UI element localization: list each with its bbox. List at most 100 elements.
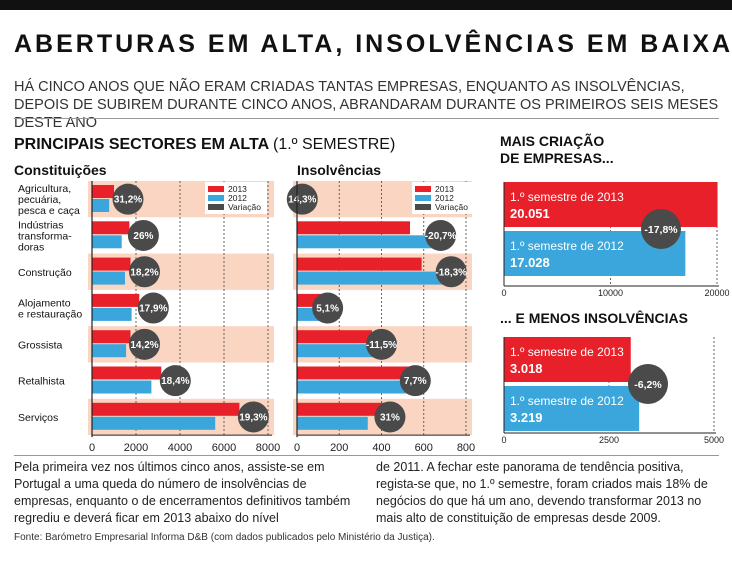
category-label: Indústrias bbox=[18, 219, 64, 231]
variation-label: -17,8% bbox=[644, 224, 678, 236]
legend-swatch-2013 bbox=[208, 186, 224, 192]
variation-marker bbox=[374, 401, 406, 433]
variation-label: 7,7% bbox=[404, 376, 427, 387]
variation-label: 14,2% bbox=[130, 340, 158, 351]
legend-swatch-variation bbox=[415, 204, 431, 210]
variation-label: -20,7% bbox=[425, 231, 457, 242]
sectors-title: PRINCIPAIS SECTORES EM ALTA (1.º SEMESTR… bbox=[14, 136, 395, 154]
bar-2012-value: 3.219 bbox=[510, 410, 543, 425]
bar-2012 bbox=[92, 344, 127, 358]
variation-marker bbox=[137, 292, 169, 324]
variation-label: 18,2% bbox=[130, 267, 158, 278]
source-note: Fonte: Barómetro Empresarial Informa D&B… bbox=[14, 532, 435, 543]
variation-label: 17,9% bbox=[139, 304, 167, 315]
x-tick-label: 600 bbox=[415, 442, 433, 454]
bar-2012 bbox=[504, 386, 640, 431]
bar-2013 bbox=[92, 293, 140, 307]
bar-2012 bbox=[297, 235, 441, 249]
bar-2012 bbox=[92, 199, 110, 212]
bar-2013-value: 20.051 bbox=[510, 206, 550, 221]
chart-title-insolvencias: Insolvências bbox=[297, 162, 382, 178]
x-tick-label: 400 bbox=[372, 442, 390, 454]
variation-label: -18,3% bbox=[435, 267, 467, 278]
page-subtitle: HÁ CINCO ANOS QUE NÃO ERAM CRIADAS TANTA… bbox=[14, 79, 719, 131]
body-text-left: Pela primeira vez nos últimos cinco anos… bbox=[14, 460, 351, 525]
variation-marker bbox=[237, 401, 269, 433]
category-label: Retalhista bbox=[18, 376, 65, 388]
legend-swatch-2012 bbox=[415, 195, 431, 201]
bar-2013-value: 3.018 bbox=[510, 361, 543, 376]
x-tick-label: 20000 bbox=[704, 288, 729, 298]
bar-2013 bbox=[297, 257, 422, 271]
x-tick-label: 8000 bbox=[256, 442, 280, 454]
variation-label: 31% bbox=[380, 412, 400, 423]
bar-2013 bbox=[504, 182, 718, 227]
x-tick-label: 200 bbox=[330, 442, 348, 454]
variation-label: -6,2% bbox=[634, 379, 662, 391]
bar-2013 bbox=[297, 221, 411, 235]
top-black-bar bbox=[0, 0, 732, 10]
variation-marker bbox=[312, 292, 344, 324]
bar-2012 bbox=[297, 416, 368, 430]
x-tick-label: 4000 bbox=[168, 442, 192, 454]
bar-2012-label: 1.º semestre de 2012 bbox=[510, 239, 624, 253]
sectors-charts: 31,2%26%18,2%17,9%14,2%18,4%19,3%0 2000 40… bbox=[18, 181, 475, 454]
bar-2013 bbox=[92, 257, 131, 271]
totals-title: ... E MENOS INSOLVÊNCIAS bbox=[500, 309, 688, 326]
divider bbox=[14, 118, 719, 119]
category-label: e restauração bbox=[18, 309, 82, 321]
bar-2013 bbox=[92, 366, 162, 380]
bar-2012 bbox=[92, 307, 132, 321]
bar-2013 bbox=[92, 221, 130, 235]
legend-label-2012: 2012 bbox=[228, 193, 247, 203]
bar-2013 bbox=[504, 337, 631, 382]
x-tick-label: 0 bbox=[294, 442, 300, 454]
x-tick-label: 0 bbox=[501, 288, 506, 298]
x-tick-label: 5000 bbox=[704, 435, 724, 445]
category-label: pecuária, bbox=[18, 194, 61, 206]
variation-marker bbox=[129, 328, 160, 360]
sectors-title-period: (1.º SEMESTRE) bbox=[273, 136, 396, 153]
x-tick-label: 0 bbox=[501, 435, 506, 445]
bar-2013-label: 1.º semestre de 2013 bbox=[510, 190, 624, 204]
variation-marker bbox=[628, 364, 668, 404]
totals-title: MAIS CRIAÇÃO bbox=[500, 132, 604, 149]
sectors-title-main: PRINCIPAIS SECTORES EM ALTA bbox=[14, 136, 269, 153]
legend-label-2013: 2013 bbox=[435, 184, 454, 194]
bar-2013 bbox=[297, 402, 390, 416]
bar-2013-label: 1.º semestre de 2013 bbox=[510, 345, 624, 359]
variation-marker bbox=[127, 219, 159, 251]
category-label: pesca e caça bbox=[18, 205, 80, 217]
variation-marker bbox=[366, 328, 397, 360]
totals-title: DE EMPRESAS... bbox=[500, 150, 614, 166]
bar-2012 bbox=[92, 235, 122, 249]
bar-2012 bbox=[297, 344, 382, 358]
divider bbox=[14, 455, 719, 456]
legend-swatch-2012 bbox=[208, 195, 224, 201]
variation-label: 31,2% bbox=[114, 195, 142, 206]
legend-label-2012: 2012 bbox=[435, 193, 454, 203]
variation-label: 19,3% bbox=[239, 412, 267, 423]
bar-2012-value: 17.028 bbox=[510, 255, 550, 270]
category-label: Agricultura, bbox=[18, 183, 71, 195]
bar-2013 bbox=[92, 402, 240, 416]
bar-2012 bbox=[92, 271, 125, 285]
legend-label-variation: Variação bbox=[435, 202, 468, 212]
variation-label: -11,5% bbox=[366, 340, 397, 351]
bar-2013 bbox=[297, 366, 416, 380]
bar-2012-label: 1.º semestre de 2012 bbox=[510, 394, 624, 408]
bar-2013 bbox=[297, 330, 372, 344]
x-tick-label: 800 bbox=[457, 442, 475, 454]
variation-marker bbox=[641, 209, 681, 249]
variation-marker bbox=[425, 219, 457, 251]
category-label: doras bbox=[18, 241, 44, 253]
legend-swatch-2013 bbox=[415, 186, 431, 192]
legend-label-2013: 2013 bbox=[228, 184, 247, 194]
variation-label: 26% bbox=[133, 231, 153, 242]
variation-marker bbox=[129, 256, 160, 288]
x-tick-label: 0 bbox=[89, 442, 95, 454]
category-label: Serviços bbox=[18, 412, 58, 424]
variation-marker bbox=[399, 365, 431, 397]
category-label: Grossista bbox=[18, 339, 63, 351]
